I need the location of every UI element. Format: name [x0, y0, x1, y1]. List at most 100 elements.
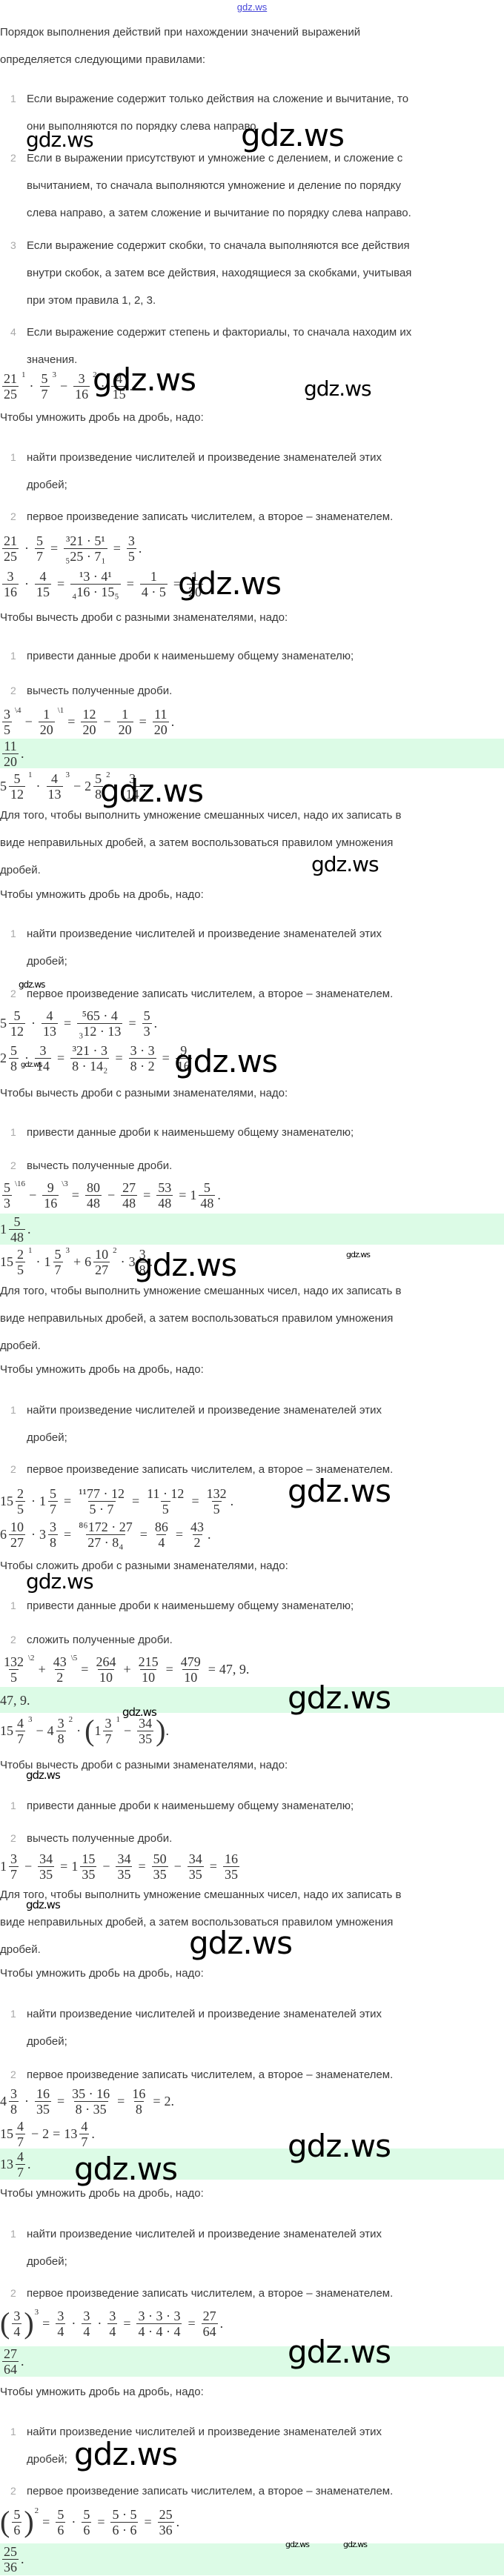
numerator: 3 — [57, 2308, 64, 2323]
list-number: 2 — [10, 2069, 16, 2080]
watermark: gdz.ws — [93, 362, 196, 398]
list-number: 1 — [10, 1800, 16, 1811]
denominator: 7 — [9, 1866, 19, 1882]
fraction: 27 64 — [2, 2346, 19, 2377]
math-text: . — [21, 2353, 24, 2369]
fraction: 11 20 — [2, 739, 19, 769]
text-line: дробей. — [0, 1339, 41, 1352]
fraction: 12 20 — [81, 707, 98, 737]
watermark: gdz.ws — [21, 1061, 42, 1069]
numerator: 3 · 3 · 3 — [138, 2308, 181, 2323]
list-number: 2 — [10, 1832, 16, 1844]
whole-part: 2 — [0, 1050, 7, 1065]
numerator: 3 — [129, 771, 136, 786]
text-line: дробей. — [0, 864, 41, 876]
step-item: 2 сложить полученные дроби. — [0, 1626, 173, 1654]
fraction: 5 12 — [9, 1008, 25, 1039]
watermark: gdz.ws — [74, 2151, 178, 2187]
numerator: 4 — [17, 1715, 24, 1731]
operator: = — [153, 2093, 161, 2109]
text-line: привести данные дроби к наименьшему обще… — [27, 1126, 354, 1139]
whole-part: 5 — [0, 778, 7, 793]
watermark: gdz.ws — [304, 376, 372, 401]
numerator: 50 — [153, 1851, 167, 1866]
operator: = — [179, 1187, 187, 1202]
operator: = — [42, 2514, 50, 2529]
denominator: 20 — [2, 753, 19, 769]
operator: = — [64, 1493, 72, 1508]
superscript: 2 — [106, 771, 110, 779]
denominator: 10 — [182, 1668, 199, 1685]
denominator: 8 — [9, 2100, 19, 2117]
denominator: 48 — [9, 1228, 25, 1245]
list-number: 1 — [10, 928, 16, 939]
rule-item: 1 Если выражение содержит только действия… — [0, 85, 408, 140]
denominator: 16 — [2, 583, 19, 599]
numerator: 3 — [78, 370, 85, 386]
numerator: 4 — [51, 771, 58, 786]
text-line: вычесть полученные дроби. — [27, 685, 173, 697]
denominator: 6 · 6 — [110, 2521, 139, 2537]
denominator: 7 — [16, 1730, 25, 1746]
list-number: 2 — [10, 2485, 16, 2497]
superscript: 2 — [68, 1715, 73, 1724]
answer-band — [0, 1687, 504, 1713]
numerator: 3 — [57, 1715, 64, 1731]
site-link[interactable]: gdz.ws — [236, 1, 268, 13]
numerator: 11 — [154, 706, 168, 722]
operator: = — [138, 1858, 146, 1874]
operator: + — [38, 1661, 46, 1677]
numerator: 5 — [41, 370, 48, 386]
list-number: 1 — [10, 93, 16, 104]
list-number: 1 — [10, 2426, 16, 2437]
operator: = — [71, 1187, 79, 1202]
watermark: gdz.ws — [174, 1043, 278, 1079]
math-text: . — [219, 2315, 224, 2331]
numerator: 10 — [95, 1246, 109, 1262]
text-line: сложить полученные дроби. — [27, 1634, 173, 1646]
operator: = — [188, 2315, 196, 2331]
numerator: ¹3 · 4¹ — [79, 568, 112, 584]
numerator: 3 — [105, 1715, 112, 1731]
list-number: 2 — [10, 152, 16, 164]
text-line: Если в выражении присутствуют и умножени… — [27, 152, 403, 164]
superscript: \3 — [62, 1179, 68, 1188]
list-number: 1 — [10, 1126, 16, 1138]
parenthesis: ) — [24, 2505, 34, 2538]
denominator: 8 · 35 — [73, 2100, 108, 2117]
numerator: 80 — [86, 1179, 100, 1195]
numerator: 25 — [159, 2506, 173, 2522]
instruction-text: Чтобы умножить дробь на дробь, надо: — [0, 1967, 204, 1980]
text-line: дробей; — [27, 1431, 67, 1444]
watermark: gdz.ws — [343, 2540, 368, 2549]
fraction: 10 27 — [93, 1247, 110, 1277]
numerator: 3 — [10, 1851, 17, 1866]
operator: − — [24, 713, 33, 729]
math-text: . — [149, 1254, 153, 1269]
superscript: 3 — [65, 1246, 70, 1255]
text-line: найти произведение числителей и произвед… — [27, 1404, 382, 1417]
denominator: 35 — [137, 1730, 154, 1746]
denominator: 7 — [16, 2163, 25, 2180]
numerator: 3 — [7, 568, 14, 584]
numerator: 21 — [4, 370, 17, 386]
denominator: 27 — [9, 1534, 25, 1550]
numerator: 27 — [4, 2346, 17, 2361]
text-line: первое произведение записать числителем,… — [27, 1463, 394, 1476]
whole-part: 15 — [0, 1723, 13, 1738]
answer-band — [0, 739, 504, 768]
watermark: gdz.ws — [288, 2334, 391, 2370]
operator: − — [24, 1858, 33, 1874]
denominator: 13 — [46, 785, 63, 802]
denominator: 3 — [142, 1022, 152, 1039]
math-text: . — [208, 1526, 211, 1542]
list-number: 2 — [10, 988, 16, 999]
